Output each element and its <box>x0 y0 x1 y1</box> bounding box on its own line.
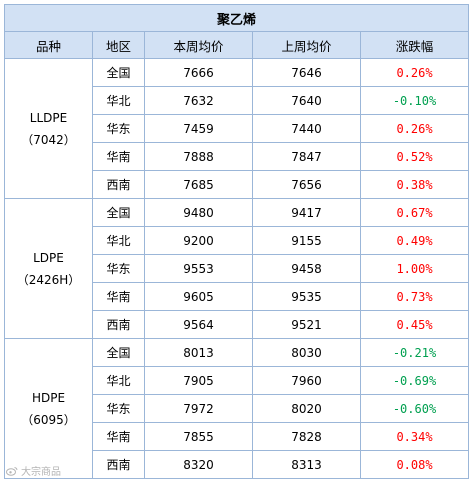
table-row: 西南 8320 8313 0.08% <box>5 450 470 479</box>
region-cell: 华南 <box>92 282 145 311</box>
header-last-week: 上周均价 <box>252 31 361 59</box>
table-row: HDPE （6095） 全国 8013 8030 -0.21% <box>4 338 470 479</box>
product-cell: LLDPE （7042） <box>4 58 93 199</box>
this-week-price: 9564 <box>144 310 253 339</box>
header-product: 品种 <box>4 31 93 59</box>
change-cell: 0.34% <box>359 422 470 451</box>
change-cell: 0.73% <box>359 282 470 311</box>
last-week-price: 7440 <box>252 114 361 143</box>
region-cell: 全国 <box>92 338 145 367</box>
this-week-price: 7685 <box>144 170 253 199</box>
this-week-price: 8320 <box>144 450 253 479</box>
last-week-price: 9155 <box>252 226 361 255</box>
table-row: 华东 9553 9458 1.00% <box>5 254 470 283</box>
region-cell: 全国 <box>92 58 145 87</box>
change-cell: 0.49% <box>359 226 470 255</box>
region-cell: 华南 <box>92 422 145 451</box>
region-cell: 华北 <box>92 366 145 395</box>
table-row: 华南 7888 7847 0.52% <box>5 142 470 171</box>
last-week-price: 9535 <box>252 282 361 311</box>
this-week-price: 7888 <box>144 142 253 171</box>
watermark: 大宗商品 <box>6 463 61 478</box>
table-row: 西南 7685 7656 0.38% <box>5 170 470 199</box>
this-week-price: 7632 <box>144 86 253 115</box>
region-cell: 华东 <box>92 394 145 423</box>
product-cell: LDPE （2426H） <box>4 198 93 339</box>
product-name: LDPE <box>33 250 64 265</box>
last-week-price: 8313 <box>252 450 361 479</box>
header-this-week: 本周均价 <box>144 31 253 59</box>
region-cell: 西南 <box>92 170 145 199</box>
change-cell: -0.69% <box>359 366 470 395</box>
region-cell: 西南 <box>92 310 145 339</box>
last-week-price: 9417 <box>252 198 361 227</box>
weibo-icon <box>6 467 18 476</box>
region-cell: 华南 <box>92 142 145 171</box>
product-name: LLDPE <box>29 110 68 125</box>
price-table: 聚乙烯 品种 地区 本周均价 上周均价 涨跌幅 LLDPE （7042） 全国 766… <box>3 4 470 479</box>
change-cell: 0.26% <box>359 58 470 87</box>
region-cell: 华北 <box>92 226 145 255</box>
change-cell: -0.10% <box>359 86 470 115</box>
region-cell: 华北 <box>92 86 145 115</box>
change-cell: -0.21% <box>359 338 470 367</box>
last-week-price: 7847 <box>252 142 361 171</box>
this-week-price: 9480 <box>144 198 253 227</box>
change-cell: 0.08% <box>359 450 470 479</box>
change-cell: 0.26% <box>359 114 470 143</box>
table-row: LLDPE （7042） 全国 7666 7646 0.26% <box>4 58 470 199</box>
region-cell: 华东 <box>92 254 145 283</box>
product-name: HDPE <box>31 390 66 405</box>
header-region: 地区 <box>92 31 145 59</box>
last-week-price: 9458 <box>252 254 361 283</box>
change-cell: 1.00% <box>359 254 470 283</box>
region-cell: 华东 <box>92 114 145 143</box>
last-week-price: 7828 <box>252 422 361 451</box>
product-code: （6095） <box>21 412 76 427</box>
last-week-price: 7640 <box>252 86 361 115</box>
table-header-row: 品种 地区 本周均价 上周均价 涨跌幅 <box>4 31 470 59</box>
table-row: 华东 7459 7440 0.26% <box>5 114 470 143</box>
this-week-price: 7855 <box>144 422 253 451</box>
change-cell: 0.52% <box>359 142 470 171</box>
this-week-price: 9553 <box>144 254 253 283</box>
table-body: LLDPE （7042） 全国 7666 7646 0.26% 华北 7632 7640 -0.1… <box>4 58 470 479</box>
watermark-text: 大宗商品 <box>21 467 61 478</box>
this-week-price: 7666 <box>144 58 253 87</box>
table-title: 聚乙烯 <box>3 4 470 32</box>
last-week-price: 8030 <box>252 338 361 367</box>
change-cell: 0.38% <box>359 170 470 199</box>
product-cell: HDPE （6095） <box>4 338 93 479</box>
last-week-price: 7656 <box>252 170 361 199</box>
this-week-price: 9200 <box>144 226 253 255</box>
this-week-price: 7905 <box>144 366 253 395</box>
last-week-price: 9521 <box>252 310 361 339</box>
table-row: 西南 9564 9521 0.45% <box>5 310 470 339</box>
table-row: 华北 9200 9155 0.49% <box>5 226 470 255</box>
region-cell: 全国 <box>92 198 145 227</box>
region-cell: 西南 <box>92 450 145 479</box>
table-title-row: 聚乙烯 <box>3 4 470 32</box>
table-row: LDPE （2426H） 全国 9480 9417 0.67% <box>4 198 470 339</box>
table-row: 华南 9605 9535 0.73% <box>5 282 470 311</box>
header-change: 涨跌幅 <box>359 31 470 59</box>
last-week-price: 7960 <box>252 366 361 395</box>
this-week-price: 7459 <box>144 114 253 143</box>
last-week-price: 7646 <box>252 58 361 87</box>
change-cell: -0.60% <box>359 394 470 423</box>
change-cell: 0.45% <box>359 310 470 339</box>
this-week-price: 8013 <box>144 338 253 367</box>
change-cell: 0.67% <box>359 198 470 227</box>
this-week-price: 9605 <box>144 282 253 311</box>
this-week-price: 7972 <box>144 394 253 423</box>
last-week-price: 8020 <box>252 394 361 423</box>
product-code: （2426H） <box>16 272 81 287</box>
table-row: 华南 7855 7828 0.34% <box>5 422 470 451</box>
product-code: （7042） <box>21 132 76 147</box>
table-row: 华北 7632 7640 -0.10% <box>5 86 470 115</box>
